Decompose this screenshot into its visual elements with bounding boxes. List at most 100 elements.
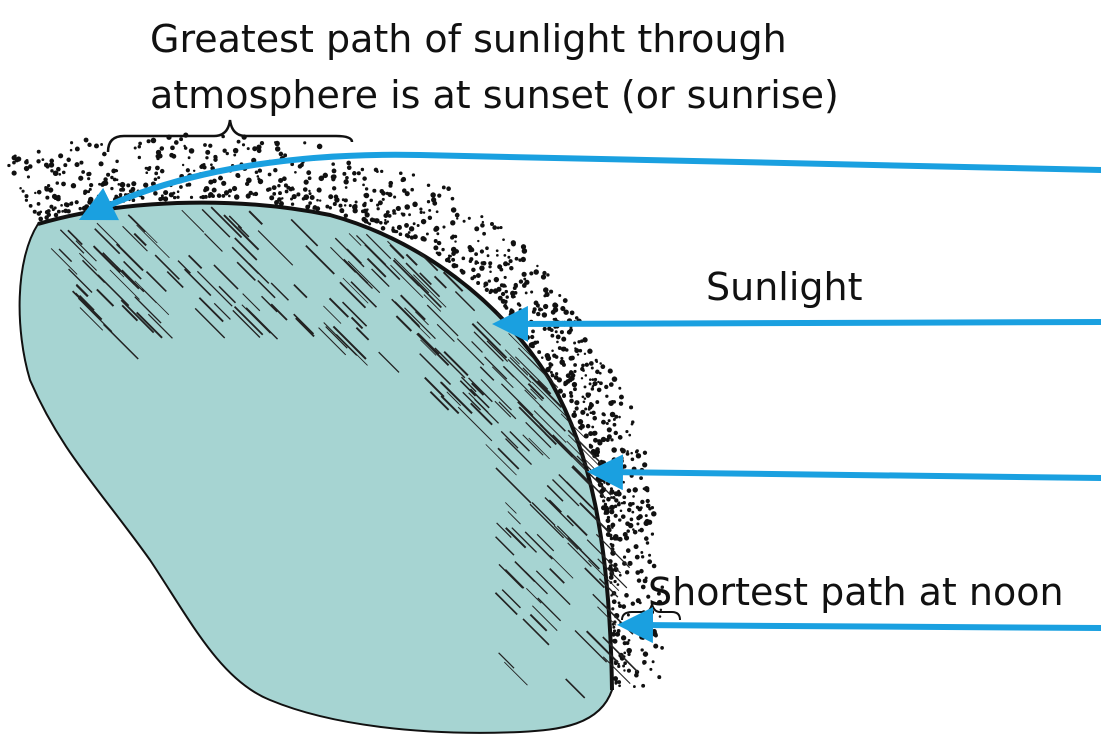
dot bbox=[639, 634, 645, 640]
dot bbox=[533, 269, 539, 275]
dot bbox=[26, 175, 31, 179]
hatch-stroke bbox=[133, 232, 147, 247]
hatch-stroke bbox=[183, 268, 212, 297]
dot bbox=[608, 533, 613, 538]
hatch-stroke bbox=[75, 283, 89, 297]
dot bbox=[640, 584, 646, 590]
hatch-stroke bbox=[393, 257, 430, 294]
dot bbox=[630, 422, 634, 426]
dot bbox=[410, 187, 414, 192]
hatch-stroke bbox=[495, 536, 515, 556]
hatch-stroke bbox=[579, 502, 611, 534]
hatch-stroke bbox=[468, 377, 493, 403]
dot bbox=[502, 238, 505, 242]
dot bbox=[574, 406, 579, 411]
dot bbox=[53, 212, 59, 218]
dot bbox=[588, 402, 594, 408]
dot bbox=[598, 371, 602, 375]
dot bbox=[587, 407, 591, 411]
dot bbox=[610, 463, 613, 467]
dot bbox=[476, 281, 481, 285]
dot bbox=[61, 210, 64, 213]
hatch-stroke bbox=[419, 353, 452, 386]
dot bbox=[577, 340, 581, 344]
dot bbox=[137, 145, 142, 149]
hatch-stroke bbox=[365, 233, 392, 260]
dot bbox=[503, 261, 509, 267]
dot bbox=[480, 261, 485, 265]
dot bbox=[208, 143, 213, 148]
dot bbox=[246, 177, 252, 184]
dot bbox=[404, 204, 410, 210]
dot bbox=[379, 189, 385, 194]
hatch-stroke bbox=[471, 322, 508, 359]
dot bbox=[78, 175, 84, 181]
dot bbox=[530, 334, 535, 340]
dot bbox=[454, 263, 459, 268]
dot bbox=[653, 643, 659, 649]
hatch-stroke bbox=[194, 307, 226, 339]
hatch-stroke bbox=[518, 406, 547, 435]
hatch-stroke bbox=[328, 297, 349, 318]
dot bbox=[308, 189, 311, 193]
dot bbox=[252, 192, 256, 196]
dot bbox=[155, 149, 162, 156]
dot bbox=[503, 253, 507, 257]
dot bbox=[503, 275, 507, 279]
dot bbox=[366, 208, 369, 211]
dot bbox=[549, 370, 553, 374]
dot bbox=[383, 213, 389, 219]
dot bbox=[172, 195, 177, 200]
dot bbox=[352, 178, 357, 182]
dot bbox=[632, 528, 635, 531]
dot bbox=[591, 378, 595, 381]
dot bbox=[115, 169, 119, 173]
dot bbox=[633, 544, 639, 550]
dot bbox=[504, 285, 507, 288]
dot bbox=[412, 234, 418, 240]
dot bbox=[348, 204, 352, 208]
hatch-stroke bbox=[134, 296, 162, 324]
dot bbox=[474, 226, 480, 232]
dot bbox=[622, 464, 627, 469]
hatch-stroke bbox=[350, 281, 378, 308]
dot bbox=[630, 457, 635, 462]
dot bbox=[251, 157, 257, 164]
dot bbox=[159, 168, 165, 174]
dot bbox=[640, 551, 644, 554]
dot bbox=[341, 198, 345, 202]
hatch-stroke bbox=[532, 605, 558, 631]
dot bbox=[568, 390, 573, 395]
hatch-stroke bbox=[413, 274, 447, 308]
dot bbox=[556, 340, 559, 344]
dot bbox=[158, 196, 163, 202]
hatch-stroke bbox=[531, 501, 556, 526]
dot bbox=[126, 183, 131, 188]
dot bbox=[566, 329, 572, 335]
dot bbox=[618, 386, 622, 390]
dot bbox=[56, 209, 61, 214]
dot bbox=[297, 164, 303, 169]
dot bbox=[163, 190, 169, 196]
dot bbox=[645, 498, 650, 504]
hatch-stroke bbox=[436, 323, 455, 342]
dot bbox=[155, 165, 160, 171]
dot bbox=[36, 159, 41, 164]
dot bbox=[290, 202, 295, 206]
dot bbox=[540, 356, 544, 359]
dot bbox=[524, 332, 528, 337]
dot bbox=[561, 336, 567, 342]
dot bbox=[583, 385, 587, 389]
dot bbox=[53, 206, 57, 210]
dot bbox=[133, 146, 137, 150]
hatch-stroke bbox=[507, 511, 521, 525]
dot bbox=[653, 633, 658, 638]
dot bbox=[49, 158, 55, 164]
dot bbox=[627, 638, 631, 642]
dot bbox=[286, 185, 291, 190]
dot bbox=[546, 273, 550, 277]
hatch-stroke bbox=[423, 294, 442, 312]
dot bbox=[100, 143, 104, 146]
dot bbox=[346, 160, 352, 166]
dot bbox=[153, 177, 158, 182]
